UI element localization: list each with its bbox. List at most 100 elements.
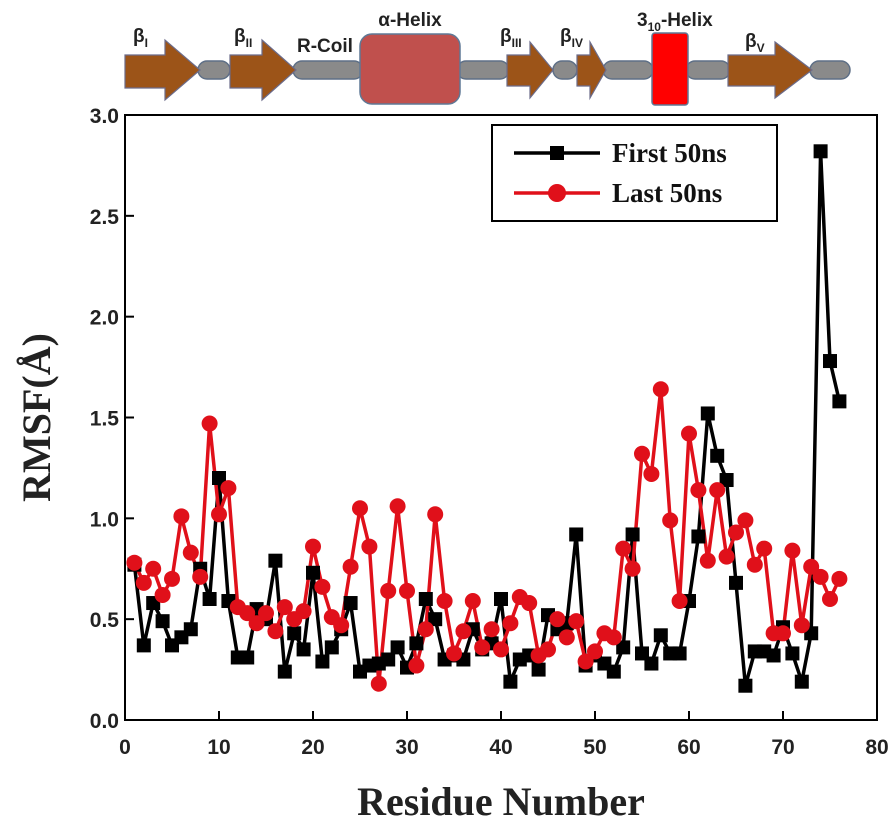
coil xyxy=(685,60,731,80)
data-point xyxy=(531,662,546,677)
data-point xyxy=(306,565,320,580)
data-point xyxy=(671,593,688,610)
data-point xyxy=(737,512,754,529)
legend-marker xyxy=(550,146,564,160)
data-point xyxy=(370,675,387,692)
coil xyxy=(602,60,654,80)
data-point xyxy=(794,674,809,689)
coil xyxy=(552,60,578,80)
structure-symbol: 3 xyxy=(637,10,648,31)
data-point xyxy=(427,506,444,523)
data-point xyxy=(446,645,462,662)
x-axis-title: Residue Number xyxy=(357,779,645,824)
structure-symbol: β xyxy=(560,26,572,47)
legend-label: First 50ns xyxy=(612,138,727,168)
data-point xyxy=(211,506,227,523)
data-point xyxy=(549,611,566,628)
x-tick-label: 70 xyxy=(771,736,794,759)
data-point xyxy=(710,448,725,463)
data-point xyxy=(699,552,716,569)
alpha-helix xyxy=(359,33,461,105)
data-point xyxy=(521,595,538,612)
beta-strand xyxy=(229,38,297,102)
structure-label: βIV xyxy=(560,26,583,50)
data-point xyxy=(766,648,781,663)
data-point xyxy=(719,473,734,488)
data-point xyxy=(212,471,226,485)
data-point xyxy=(192,568,209,585)
data-point xyxy=(493,641,509,658)
structure-subscript: IV xyxy=(572,36,583,50)
data-point xyxy=(343,596,358,611)
structure-symbol: β xyxy=(234,26,246,47)
data-point xyxy=(239,605,256,622)
data-point xyxy=(746,556,763,573)
data-point xyxy=(417,621,434,638)
data-point xyxy=(568,613,585,630)
structure-label: α-Helix xyxy=(378,10,442,31)
x-tick-label: 10 xyxy=(207,736,230,759)
data-point xyxy=(342,558,359,575)
y-tick-label: 0.0 xyxy=(90,710,119,733)
data-point xyxy=(296,642,311,657)
data-point xyxy=(502,615,519,632)
data-point xyxy=(408,657,425,674)
data-point xyxy=(503,674,518,689)
data-point xyxy=(756,540,773,557)
y-tick-label: 2.0 xyxy=(90,307,119,330)
data-point xyxy=(812,568,829,585)
data-point xyxy=(428,612,443,627)
data-point xyxy=(380,582,397,599)
y-tick-label: 3.0 xyxy=(90,105,119,128)
data-point xyxy=(569,527,584,542)
y-axis-title: RMSF(Å) xyxy=(14,333,59,502)
x-tick-label: 40 xyxy=(489,736,512,759)
data-point xyxy=(333,617,350,634)
data-point xyxy=(813,144,828,159)
data-point xyxy=(644,656,659,671)
structure-subscript: II xyxy=(246,36,253,50)
data-point xyxy=(605,629,622,646)
data-point xyxy=(494,592,508,606)
data-point xyxy=(287,626,302,641)
data-point xyxy=(155,614,170,629)
data-point xyxy=(389,498,406,515)
data-point xyxy=(248,615,265,632)
x-tick-label: 30 xyxy=(395,736,418,759)
beta-strand xyxy=(727,40,813,100)
data-point xyxy=(606,664,621,679)
data-point xyxy=(793,617,810,634)
data-point xyxy=(587,643,603,660)
data-point xyxy=(202,592,217,606)
structure-symbol: α-Helix xyxy=(378,10,442,31)
structure-label: βI xyxy=(133,26,148,50)
data-point xyxy=(267,623,284,640)
coil xyxy=(456,60,510,80)
data-point xyxy=(738,678,753,693)
data-point xyxy=(690,482,707,499)
structure-label: βIII xyxy=(500,26,522,50)
data-point xyxy=(653,628,668,643)
y-tick-label: 2.5 xyxy=(90,206,120,229)
x-tick-label: 0 xyxy=(119,736,131,759)
data-point xyxy=(201,415,218,432)
legend-label: Last 50ns xyxy=(612,178,722,208)
data-point xyxy=(409,636,424,651)
data-point xyxy=(314,578,331,595)
data-point xyxy=(785,646,800,661)
y-tick-label: 1.5 xyxy=(90,408,120,431)
data-point xyxy=(577,653,594,670)
data-point xyxy=(832,394,847,409)
legend-marker xyxy=(548,184,566,202)
structure-label: 310-Helix xyxy=(637,10,713,34)
data-point xyxy=(145,560,162,577)
data-point xyxy=(240,650,255,665)
data-point xyxy=(220,480,237,497)
structure-symbol: β xyxy=(133,26,145,47)
beta-strand xyxy=(576,39,607,101)
data-point xyxy=(381,652,396,667)
data-point xyxy=(352,500,368,517)
data-point xyxy=(464,593,481,610)
